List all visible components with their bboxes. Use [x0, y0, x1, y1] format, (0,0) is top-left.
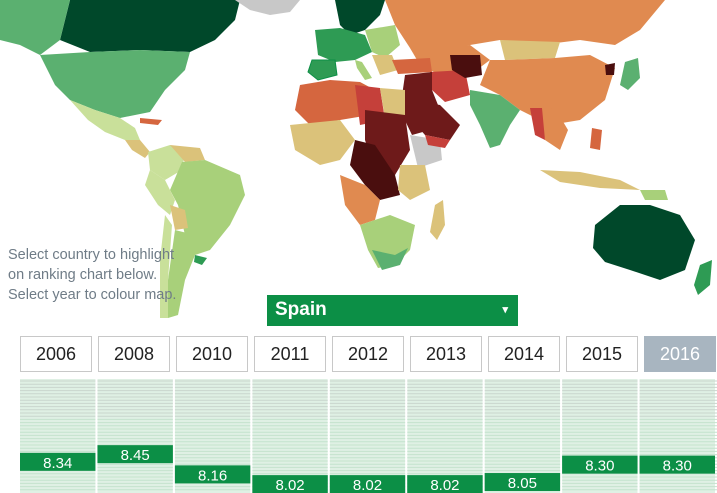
- map-country-bolivia[interactable]: [170, 205, 188, 230]
- map-country-eastern-europe[interactable]: [365, 25, 400, 58]
- spain-score-label: 8.05: [508, 475, 537, 492]
- map-country-venezuela[interactable]: [170, 145, 205, 162]
- map-country-mexico[interactable]: [70, 100, 140, 140]
- map-country-alaska[interactable]: [0, 0, 70, 55]
- world-map[interactable]: [0, 0, 717, 330]
- year-button-2014[interactable]: 2014: [488, 336, 560, 372]
- spain-score-label: 8.16: [198, 467, 227, 484]
- spain-score-bar[interactable]: [562, 455, 638, 474]
- map-country-spain[interactable]: [307, 59, 338, 81]
- map-country-balkans[interactable]: [372, 55, 398, 75]
- spain-score-bar[interactable]: [252, 475, 328, 493]
- spain-score-label: 8.34: [43, 455, 72, 472]
- map-country-italy[interactable]: [355, 60, 372, 80]
- year-button-2011[interactable]: 2011: [254, 336, 326, 372]
- ranking-chart[interactable]: 8.34 8.45 8.16 8.02 8.02 8.02 8.05 8.30 8.30: [20, 379, 717, 493]
- map-country-central-america[interactable]: [125, 140, 150, 158]
- map-country-north-korea[interactable]: [605, 63, 615, 75]
- map-country-brazil[interactable]: [170, 160, 245, 255]
- map-country-china[interactable]: [480, 55, 615, 125]
- year-button-2006[interactable]: 2006: [20, 336, 92, 372]
- map-country-philippines[interactable]: [590, 128, 602, 150]
- chart-column-bg: [639, 379, 715, 493]
- map-country-colombia[interactable]: [148, 145, 185, 180]
- map-country-new-zealand[interactable]: [694, 260, 712, 295]
- year-button-2012[interactable]: 2012: [332, 336, 404, 372]
- instruction-text: Select country to highlight on ranking c…: [8, 247, 177, 303]
- map-country-east-africa[interactable]: [398, 165, 430, 200]
- spain-score-label: 8.30: [585, 458, 614, 475]
- map-country-yemen[interactable]: [425, 135, 450, 148]
- map-country-uruguay[interactable]: [194, 255, 207, 265]
- map-country-south-africa[interactable]: [372, 248, 408, 270]
- chevron-down-icon: ▾: [502, 304, 508, 316]
- year-button-2013[interactable]: 2013: [410, 336, 482, 372]
- map-country-egypt[interactable]: [380, 88, 405, 118]
- map-country-saudi-arabia[interactable]: [410, 100, 460, 140]
- map-country-myanmar[interactable]: [530, 108, 545, 140]
- map-country-indonesia[interactable]: [540, 170, 640, 190]
- map-country-west-africa[interactable]: [290, 120, 355, 165]
- country-select[interactable]: Spain ▾: [267, 295, 518, 326]
- spain-score-label: 8.30: [663, 458, 692, 475]
- map-country-japan[interactable]: [620, 58, 640, 90]
- map-country-india[interactable]: [470, 90, 520, 148]
- spain-score-bar[interactable]: [484, 473, 561, 492]
- spain-score-label: 8.02: [353, 477, 382, 493]
- map-country-canada[interactable]: [60, 0, 240, 52]
- spain-score-bar[interactable]: [329, 475, 406, 493]
- map-country-southeast-asia[interactable]: [540, 108, 568, 150]
- map-country-turkey[interactable]: [392, 58, 432, 74]
- year-button-2008[interactable]: 2008: [98, 336, 170, 372]
- map-country-scandinavia[interactable]: [335, 0, 385, 35]
- map-country-argentina[interactable]: [168, 230, 195, 318]
- spain-score-label: 8.02: [430, 477, 459, 493]
- map-country-iran[interactable]: [430, 70, 470, 102]
- map-country-greenland[interactable]: [235, 0, 300, 15]
- map-country-western-europe[interactable]: [315, 28, 372, 62]
- map-country-congo[interactable]: [340, 175, 380, 225]
- chart-column-bg: [20, 379, 96, 493]
- map-country-mongolia[interactable]: [500, 40, 560, 60]
- spain-score-bar[interactable]: [174, 465, 251, 484]
- year-button-2016[interactable]: 2016: [644, 336, 716, 372]
- spain-score-bar[interactable]: [97, 445, 173, 464]
- country-select-value: Spain: [275, 299, 327, 320]
- map-country-russia[interactable]: [385, 0, 665, 50]
- map-country-chile[interactable]: [160, 215, 172, 318]
- map-country-cuba[interactable]: [140, 118, 162, 125]
- spain-score-label: 8.02: [275, 477, 304, 493]
- map-country-afghanistan[interactable]: [450, 55, 482, 78]
- map-country-usa[interactable]: [40, 50, 190, 118]
- spain-score-bar[interactable]: [407, 475, 483, 493]
- map-country-north-africa[interactable]: [295, 80, 375, 125]
- spain-score-label: 8.45: [121, 447, 150, 464]
- map-country-central-africa[interactable]: [350, 140, 400, 200]
- map-country-peru[interactable]: [145, 170, 175, 215]
- chart-column-bg: [562, 379, 638, 493]
- spain-score-bar[interactable]: [20, 452, 96, 471]
- spain-score-bar[interactable]: [639, 455, 715, 474]
- year-button-2015[interactable]: 2015: [566, 336, 638, 372]
- year-button-2010[interactable]: 2010: [176, 336, 248, 372]
- chart-column-bg: [97, 379, 173, 493]
- map-country-australia[interactable]: [593, 205, 695, 280]
- map-country-papua-new-guinea[interactable]: [640, 190, 668, 200]
- map-country-madagascar[interactable]: [430, 200, 445, 240]
